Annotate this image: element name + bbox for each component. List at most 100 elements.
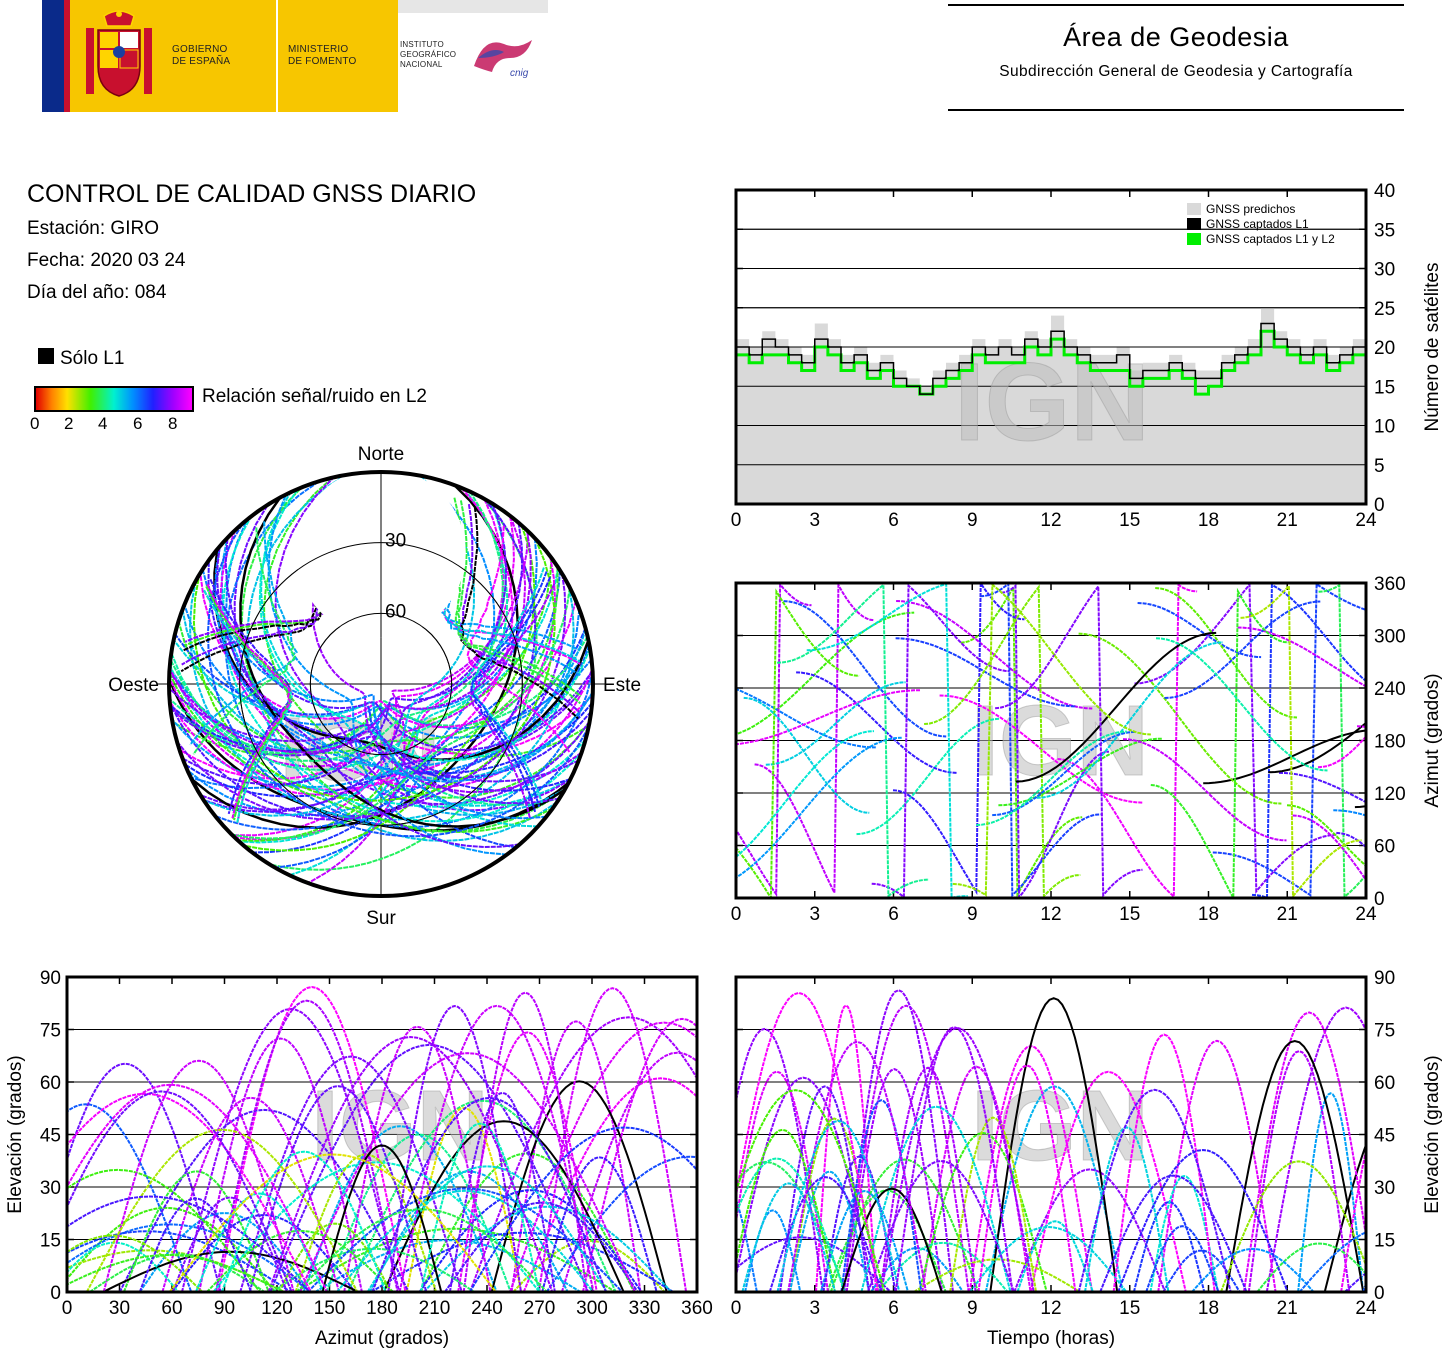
y-tick-label: 40: [1374, 181, 1395, 202]
elevation-track: [67, 1103, 193, 1292]
x-tick-label: 18: [1198, 904, 1219, 925]
elevation-track: [343, 1025, 492, 1292]
elevation-track: [545, 1155, 697, 1292]
elevation-track: [206, 1229, 394, 1292]
elevation-time-track: [787, 1040, 927, 1292]
satellite-tracks: [736, 583, 1366, 898]
elevation-time-track: [918, 1131, 1048, 1292]
elevation-track: [67, 1168, 261, 1292]
sky-track: [263, 476, 591, 799]
y-tick-label: 60: [1374, 1073, 1395, 1094]
sky-track: [453, 497, 582, 697]
ign-watermark: IGN: [954, 341, 1150, 464]
elevation-track: [138, 1212, 310, 1292]
plot-frame: [65, 975, 699, 1294]
elevation-time-track: [788, 1170, 871, 1292]
sky-track: [239, 496, 566, 828]
y-tick-label: 300: [1374, 627, 1406, 648]
elevation-track: [217, 985, 407, 1292]
azimuth-track: [1036, 641, 1224, 799]
elevation-track: [510, 1020, 642, 1292]
header-rule-bottom: [948, 109, 1404, 111]
elevation-time-track: [843, 989, 954, 1292]
west-label: Oeste: [108, 675, 159, 696]
x-tick-label: 12: [1040, 904, 1061, 925]
area-subtitle: Subdirección General de Geodesia y Carto…: [999, 63, 1353, 80]
x-tick-label: 330: [629, 1298, 661, 1319]
azimuth-track: [1155, 637, 1328, 772]
doy-label: Día del año: 084: [27, 282, 167, 303]
elevation-track: [67, 1092, 312, 1292]
elevation-time-track: [1298, 1231, 1366, 1292]
series-l1-line: [736, 322, 1366, 395]
y-tick-label: 30: [1374, 1178, 1395, 1199]
elevation-time-track: [1340, 1146, 1366, 1292]
sky-track: [169, 671, 554, 834]
elevation-track: [267, 1035, 554, 1292]
skyplot-chart: 3060IGN3060NorteSurEsteOeste: [108, 444, 641, 929]
snr-tick-0: 0: [30, 414, 40, 433]
elevation-time-track: [840, 1099, 923, 1292]
ign-logo-area: [398, 0, 548, 112]
azimuth-track: [1150, 587, 1289, 898]
azimuth-track: [1155, 587, 1298, 719]
elevation-track: [67, 1253, 285, 1292]
sky-track: [231, 587, 571, 840]
elevation-track: [307, 1187, 624, 1292]
elevation-track: [168, 1153, 497, 1292]
sky-track: [469, 583, 556, 819]
y-tick-label: 0: [1374, 1283, 1385, 1304]
logo-separator: [276, 0, 278, 112]
y-axis-label: Elevación (grados): [1422, 1055, 1443, 1213]
azimuth-track: [736, 736, 902, 879]
ring-label: 30: [385, 531, 406, 552]
elevation-track: [419, 1122, 541, 1292]
elevation-track: [321, 1144, 443, 1292]
elevation-time-track: [1117, 1148, 1289, 1292]
y-tick-label: 25: [1374, 299, 1395, 320]
elevation-time-track: [736, 1027, 824, 1292]
elevation-track: [122, 1170, 270, 1292]
elevation-track: [138, 1197, 253, 1292]
plot-frame: [734, 581, 1368, 900]
elevation-track: [336, 1189, 595, 1292]
sky-track: [169, 530, 532, 754]
elevation-track: [67, 1234, 204, 1292]
sky-track: [471, 567, 545, 804]
elevation-track: [181, 1007, 401, 1292]
spain-flag-strip: [64, 0, 70, 112]
report-title: CONTROL DE CALIDAD GNSS DIARIO: [27, 180, 477, 208]
elevation-track: [198, 1037, 363, 1292]
elevation-time-track: [776, 1119, 901, 1292]
y-tick-label: 60: [1374, 837, 1395, 858]
azimuth-track: [777, 583, 929, 898]
azimuth-track: [952, 583, 1151, 897]
south-label: Sur: [366, 908, 396, 929]
elevation-time-track: [989, 997, 1119, 1292]
azimuth-track: [998, 737, 1163, 807]
elevation-time-track: [736, 1076, 875, 1292]
azimuth-track: [1078, 632, 1282, 805]
y-tick-label: 45: [1374, 1126, 1395, 1147]
sky-track: [174, 633, 517, 849]
x-tick-label: 240: [471, 1298, 503, 1319]
azimuth-track: [1015, 631, 1217, 783]
ign-logo-bar: [398, 0, 548, 13]
elevation-time-track: [894, 1026, 1014, 1292]
x-tick-label: 30: [109, 1298, 130, 1319]
ign-watermark: IGN: [971, 685, 1149, 797]
elevation-time-track: [1157, 1039, 1277, 1292]
eu-flag-strip: [42, 0, 64, 112]
elevation-time-track: [913, 1258, 1081, 1292]
legend-entry: GNSS captados L1: [1206, 217, 1309, 231]
elevation-track: [102, 1059, 295, 1292]
elevation-track: [469, 1016, 697, 1292]
x-tick-label: 0: [62, 1298, 73, 1319]
azimuth-track: [736, 687, 876, 749]
ign-label: INSTITUTO GEOGRÁFICO NACIONAL: [400, 40, 457, 69]
elevation-time-track: [815, 1004, 878, 1292]
y-tick-label: 75: [1374, 1021, 1395, 1042]
satellite-tracks: [736, 989, 1366, 1292]
elevation-time-track: [1084, 1126, 1170, 1292]
